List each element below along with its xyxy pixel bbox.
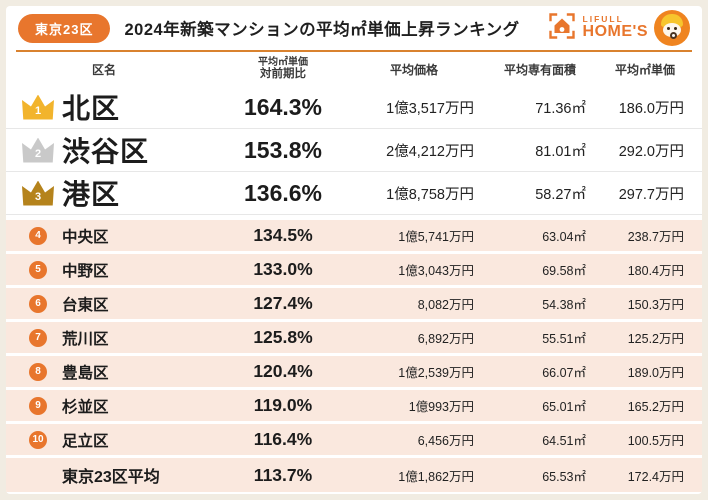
logo-wordmark: LIFULL HOME'S: [583, 15, 648, 41]
pct-value: 136.6%: [243, 179, 322, 206]
area-value: 55.51㎡: [542, 332, 586, 346]
unit-price-value: 125.2万円: [627, 332, 684, 346]
table-row: 6 台東区 127.4% 8,082万円 54.38㎡ 150.3万円: [6, 288, 702, 319]
table-header-row: 区名 平均㎡単価 対前期比 平均価格 平均専有面積 平均㎡単価: [6, 52, 702, 86]
bronze-crown-icon: 3: [22, 180, 54, 206]
ward-name: 中野区: [62, 262, 109, 280]
ward-name: 杉並区: [62, 398, 109, 416]
unit-price-value: 100.5万円: [627, 434, 684, 448]
orange-divider: [16, 50, 692, 52]
ward-name: 豊島区: [62, 364, 109, 382]
area-value: 66.07㎡: [542, 366, 586, 380]
table-row: 4 中央区 134.5% 1億5,741万円 63.04㎡ 238.7万円: [6, 220, 702, 251]
unit-price-value: 292.0万円: [618, 143, 684, 160]
house-frame-icon: [547, 11, 577, 46]
rank-badge: 7: [29, 328, 47, 347]
ward-name: 港区: [62, 179, 121, 210]
pct-value: 119.0%: [253, 395, 313, 415]
table-row: 10 足立区 116.4% 6,456万円 64.51㎡ 100.5万円: [6, 424, 702, 455]
price-value: 1億1,862万円: [398, 469, 474, 484]
area-value: 71.36㎡: [535, 100, 586, 117]
ward-name: 足立区: [62, 432, 109, 450]
homeskun-mascot-icon: [654, 10, 690, 46]
region-badge: 東京23区: [18, 13, 111, 43]
table-row: 1 北区 164.3% 1億3,517万円 71.36㎡ 186.0万円: [6, 86, 702, 129]
col-header-ward: 区名: [92, 62, 117, 77]
col-header-area: 平均専有面積: [503, 62, 576, 77]
rank-badge: 6: [29, 294, 47, 313]
gold-crown-icon: 1: [22, 94, 54, 120]
area-value: 69.58㎡: [542, 264, 586, 278]
ward-name: 台東区: [62, 296, 109, 314]
col-header-price: 平均価格: [389, 62, 438, 77]
area-value: 64.51㎡: [542, 434, 586, 448]
lifull-homes-logo: LIFULL HOME'S: [547, 10, 690, 46]
area-value: 65.01㎡: [542, 400, 586, 414]
table-row: 8 豊島区 120.4% 1億2,539万円 66.07㎡ 189.0万円: [6, 356, 702, 387]
table-row: 7 荒川区 125.8% 6,892万円 55.51㎡ 125.2万円: [6, 322, 702, 353]
rank-badge: 5: [29, 260, 47, 279]
pct-value: 116.4%: [253, 429, 313, 449]
unit-price-value: 297.7万円: [618, 186, 684, 203]
pct-value: 125.8%: [253, 327, 313, 347]
price-value: 8,082万円: [417, 298, 474, 312]
unit-price-value: 238.7万円: [627, 230, 684, 244]
logo-lifull-text: LIFULL: [582, 14, 624, 25]
average-row: 東京23区平均 113.7% 1億1,862万円 65.53㎡ 172.4万円: [6, 458, 702, 492]
col-header-pct: 平均㎡単価 対前期比: [222, 57, 344, 82]
pct-value: 153.8%: [243, 136, 322, 163]
unit-price-value: 186.0万円: [618, 100, 684, 117]
col-header-pct-line2: 対前期比: [260, 68, 306, 81]
unit-price-value: 165.2万円: [627, 400, 684, 414]
unit-price-value: 150.3万円: [627, 298, 684, 312]
price-value: 6,892万円: [417, 332, 474, 346]
rank-badge: 10: [29, 430, 47, 449]
price-value: 1億3,043万円: [398, 264, 474, 278]
unit-price-value: 189.0万円: [627, 366, 684, 380]
page-title: 2024年新築マンションの平均㎡単価上昇ランキング: [124, 21, 520, 39]
price-value: 1億3,517万円: [386, 100, 474, 117]
unit-price-value: 172.4万円: [627, 469, 684, 484]
rank-badge: 9: [29, 396, 47, 415]
area-value: 54.38㎡: [542, 298, 586, 312]
ward-name: 荒川区: [62, 330, 109, 348]
silver-crown-icon: 2: [22, 137, 54, 163]
area-value: 65.53㎡: [542, 469, 586, 484]
ward-name: 渋谷区: [62, 136, 150, 167]
ward-name: 北区: [62, 93, 121, 124]
pct-value: 133.0%: [253, 259, 313, 279]
table-row: 3 港区 136.6% 1億8,758万円 58.27㎡ 297.7万円: [6, 172, 702, 215]
rank-badge: 4: [29, 226, 47, 245]
pct-value: 113.7%: [253, 464, 313, 485]
pct-value: 134.5%: [253, 225, 313, 245]
col-header-unit: 平均㎡単価: [614, 62, 675, 77]
pct-value: 120.4%: [253, 361, 313, 381]
pct-value: 127.4%: [253, 293, 313, 313]
area-value: 81.01㎡: [535, 143, 586, 160]
price-value: 1億2,539万円: [398, 366, 474, 380]
ward-name: 東京23区平均: [62, 469, 160, 486]
logo-homes-text: HOME'S: [582, 23, 648, 41]
section-gap: [6, 215, 702, 220]
pct-value: 164.3%: [243, 93, 322, 120]
header: 東京23区 2024年新築マンションの平均㎡単価上昇ランキング LIFULL H: [6, 6, 702, 50]
price-value: 1億8,758万円: [386, 186, 474, 203]
unit-price-value: 180.4万円: [627, 264, 684, 278]
price-value: 2億4,212万円: [386, 143, 474, 160]
ranking-card: 東京23区 2024年新築マンションの平均㎡単価上昇ランキング LIFULL H: [6, 6, 702, 494]
ward-name: 中央区: [62, 228, 109, 246]
price-value: 6,456万円: [417, 434, 474, 448]
rank-badge: 8: [29, 362, 47, 381]
price-value: 1億993万円: [408, 400, 474, 414]
table-row: 2 渋谷区 153.8% 2億4,212万円 81.01㎡ 292.0万円: [6, 129, 702, 172]
area-value: 63.04㎡: [542, 230, 586, 244]
table-row: 5 中野区 133.0% 1億3,043万円 69.58㎡ 180.4万円: [6, 254, 702, 285]
table-row: 9 杉並区 119.0% 1億993万円 65.01㎡ 165.2万円: [6, 390, 702, 421]
price-value: 1億5,741万円: [398, 230, 474, 244]
area-value: 58.27㎡: [535, 186, 586, 203]
col-header-pct-line1: 平均㎡単価: [258, 56, 308, 68]
